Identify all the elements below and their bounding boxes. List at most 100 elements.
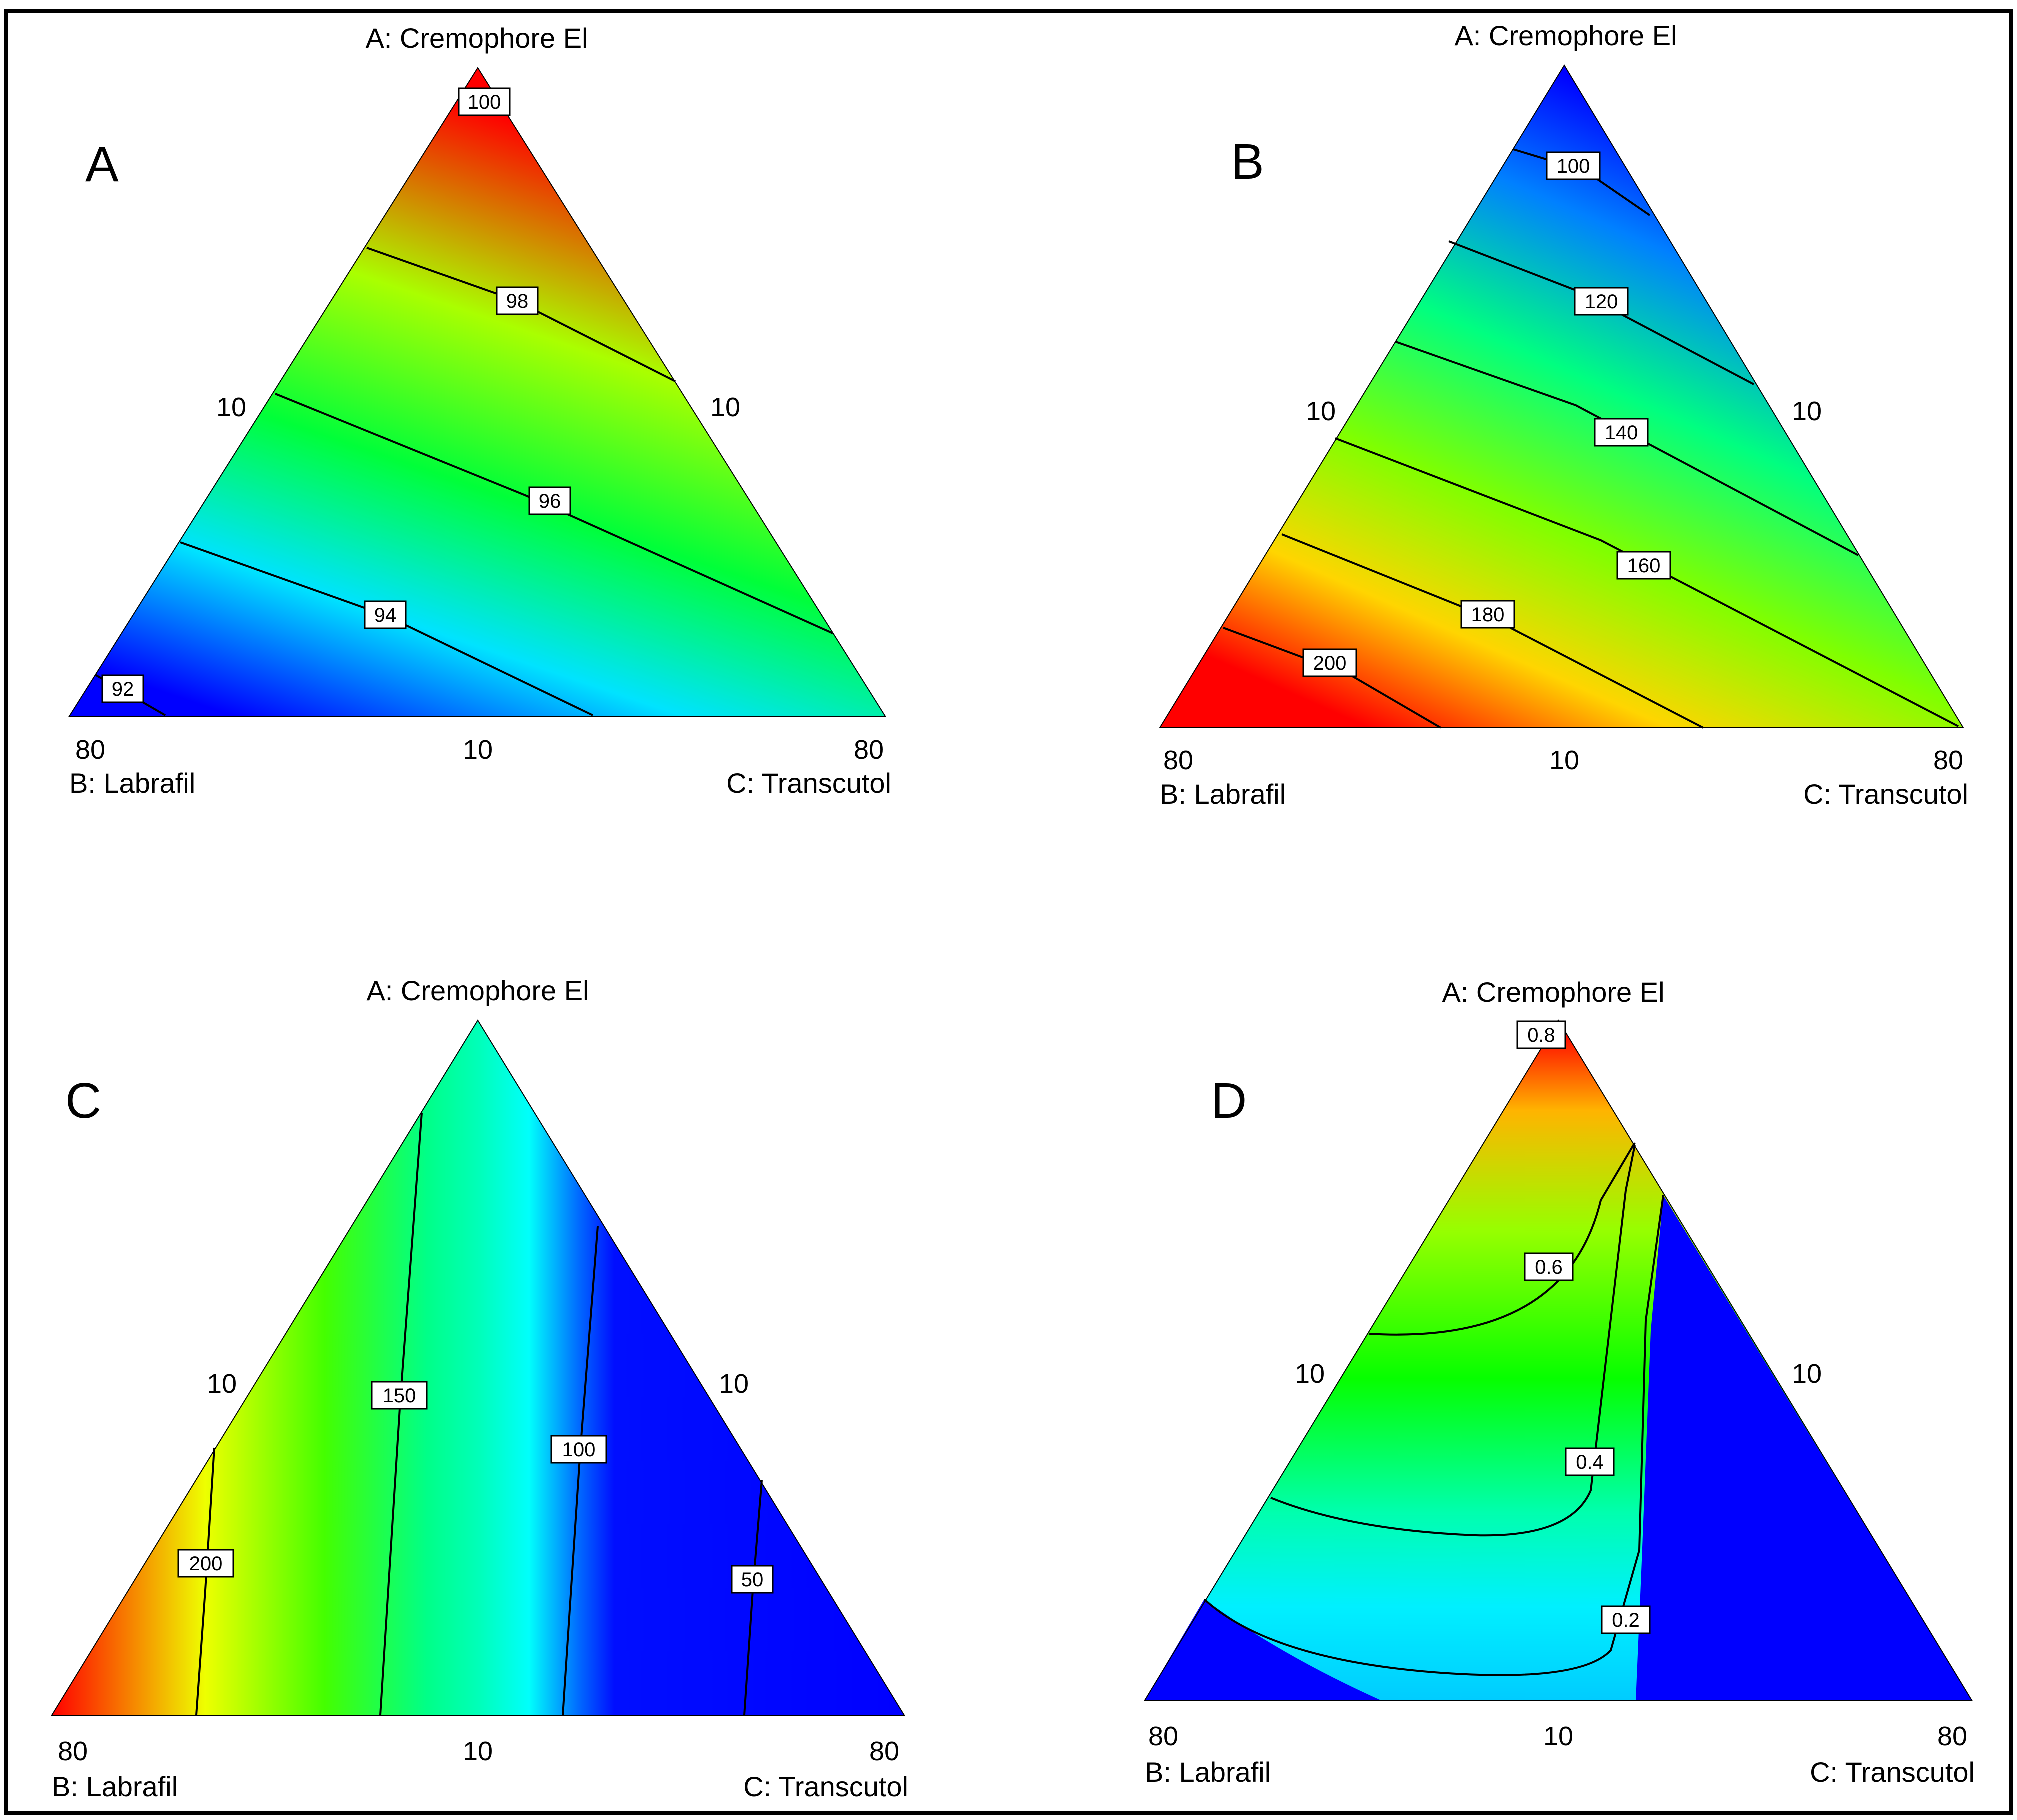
panel-c-tick-top-left: 10 <box>207 1369 237 1399</box>
svg-text:180: 180 <box>1471 604 1505 626</box>
panel-c-letter: C <box>65 1073 101 1129</box>
panel-c-contour-label-50: 50 <box>731 1565 774 1594</box>
panel-b-tick-bottom-left: 80 <box>1163 745 1193 775</box>
panel-b-contour-160 <box>1335 437 1959 727</box>
panel-d-contour-label-0.6: 0.6 <box>1524 1252 1574 1281</box>
figure-frame <box>4 9 2013 1815</box>
svg-text:0.6: 0.6 <box>1535 1256 1563 1278</box>
svg-text:200: 200 <box>189 1553 223 1575</box>
panel-d-contour-label-0.2: 0.2 <box>1601 1605 1651 1634</box>
panel-a-contour-label-94: 94 <box>364 600 407 629</box>
panel-b-left-axis-label: B: Labrafil <box>1160 778 1286 810</box>
panel-a-color-field <box>69 68 885 716</box>
panel-b-tick-bottom-mid: 10 <box>1549 745 1579 775</box>
panel-a-tick-top-right: 10 <box>710 392 740 422</box>
svg-text:150: 150 <box>383 1385 416 1407</box>
panel-a-letter: A <box>85 136 119 192</box>
svg-text:94: 94 <box>374 604 397 626</box>
panel-c-triangle <box>51 1019 905 1716</box>
panel-d-tick-bottom-left: 80 <box>1148 1721 1178 1751</box>
svg-text:160: 160 <box>1627 555 1661 577</box>
svg-text:100: 100 <box>468 91 501 113</box>
panel-c-tick-bottom-mid: 10 <box>463 1736 493 1766</box>
svg-text:96: 96 <box>539 490 561 512</box>
panel-b-contour-label-140: 140 <box>1594 418 1649 447</box>
svg-text:92: 92 <box>112 678 134 700</box>
panel-d-top-axis-label: A: Cremophore El <box>1442 976 1664 1008</box>
panel-c-contour-label-150: 150 <box>371 1381 428 1410</box>
panel-d-plot <box>1144 1019 1973 1701</box>
panel-d-contour-0.4 <box>1270 1145 1636 1537</box>
panel-a-right-axis-label: C: Transcutol <box>726 767 891 799</box>
panel-b-contour-label-100: 100 <box>1546 151 1601 180</box>
panel-c-contour-label-200: 200 <box>177 1549 234 1578</box>
panel-a-top-axis-label: A: Cremophore El <box>365 22 588 54</box>
panel-c-plot <box>51 1019 905 1716</box>
panel-a-tick-bottom-left: 80 <box>75 735 105 765</box>
panel-d-low-region-left <box>1145 1599 1381 1700</box>
svg-text:50: 50 <box>741 1569 764 1591</box>
panel-b-contour-label-180: 180 <box>1460 600 1515 629</box>
panel-c-left-axis-label: B: Labrafil <box>52 1771 178 1802</box>
panel-d-contour-label-0.4: 0.4 <box>1565 1447 1615 1476</box>
panel-d-tick-bottom-right: 80 <box>1937 1721 1967 1751</box>
panel-b-top-axis-label: A: Cremophore El <box>1454 20 1677 51</box>
panel-c-tick-bottom-left: 80 <box>58 1736 88 1766</box>
panel-b-plot <box>1159 64 1964 728</box>
panel-d-low-region-right <box>1636 1195 1972 1700</box>
panel-b-contour-label-120: 120 <box>1574 287 1629 316</box>
panel-c: C A: Cremophore El B: Labrafil C: Transc… <box>51 975 908 1802</box>
panel-b-triangle <box>1159 64 1964 728</box>
panel-d-tick-bottom-mid: 10 <box>1543 1721 1573 1751</box>
panel-c-tick-top-right: 10 <box>719 1369 749 1399</box>
panel-a-tick-top-left: 10 <box>216 392 246 422</box>
panel-a-left-axis-label: B: Labrafil <box>69 767 195 799</box>
panel-d-triangle <box>1144 1019 1973 1701</box>
panel-d-contour-0.2 <box>1203 1195 1664 1676</box>
panel-b: B A: Cremophore El B: Labrafil C: Transc… <box>1159 20 1968 810</box>
panel-b-contour-label-160: 160 <box>1616 551 1671 580</box>
panel-d: D A: Cremophore El B: Labrafil C: Transc… <box>1144 976 1975 1788</box>
panel-d-contour-0.6 <box>1368 1142 1636 1336</box>
panel-d-tick-top-right: 10 <box>1792 1359 1822 1389</box>
panel-a: A A: Cremophore El B: Labrafil C: Transc… <box>68 22 891 799</box>
svg-text:0.2: 0.2 <box>1612 1609 1640 1631</box>
panel-c-top-axis-label: A: Cremophore El <box>366 975 589 1006</box>
panel-c-contour-label-100: 100 <box>550 1435 607 1464</box>
panel-b-tick-top-left: 10 <box>1306 396 1336 426</box>
svg-text:100: 100 <box>562 1439 596 1461</box>
panel-c-contour-200 <box>195 1447 215 1716</box>
panel-a-plot <box>68 67 886 717</box>
panel-b-contour-140 <box>1395 341 1859 556</box>
panel-c-tick-bottom-right: 80 <box>869 1736 899 1766</box>
panel-d-left-axis-label: B: Labrafil <box>1145 1756 1271 1788</box>
panel-a-contour-label-96: 96 <box>528 486 571 515</box>
panel-a-tick-bottom-right: 80 <box>854 735 884 765</box>
svg-text:200: 200 <box>1313 652 1347 674</box>
panel-b-tick-bottom-right: 80 <box>1933 745 1963 775</box>
panel-a-triangle <box>68 67 886 717</box>
svg-text:0.4: 0.4 <box>1576 1451 1604 1473</box>
panel-d-letter: D <box>1211 1073 1247 1129</box>
panel-b-letter: B <box>1231 134 1264 190</box>
panel-d-right-axis-label: C: Transcutol <box>1810 1756 1975 1788</box>
panel-b-right-axis-label: C: Transcutol <box>1803 778 1968 810</box>
panel-a-contour-label-92: 92 <box>101 674 144 703</box>
panel-a-tick-bottom-mid: 10 <box>463 735 493 765</box>
svg-text:120: 120 <box>1585 291 1618 313</box>
svg-text:100: 100 <box>1557 155 1590 177</box>
panel-b-contour-label-200: 200 <box>1302 648 1357 677</box>
panel-a-contour-96 <box>275 393 833 634</box>
svg-text:98: 98 <box>506 290 529 312</box>
svg-text:140: 140 <box>1605 422 1638 444</box>
svg-text:0.8: 0.8 <box>1527 1024 1555 1046</box>
panel-d-tick-top-left: 10 <box>1295 1359 1325 1389</box>
panel-c-right-axis-label: C: Transcutol <box>743 1771 908 1802</box>
panel-b-color-field <box>1160 65 1963 728</box>
panel-a-contour-label-100: 100 <box>458 87 511 116</box>
panel-a-contour-label-98: 98 <box>496 286 539 315</box>
panel-d-contour-label-0.8: 0.8 <box>1516 1020 1566 1049</box>
panel-c-color-field <box>52 1020 904 1715</box>
panel-b-tick-top-right: 10 <box>1792 396 1822 426</box>
